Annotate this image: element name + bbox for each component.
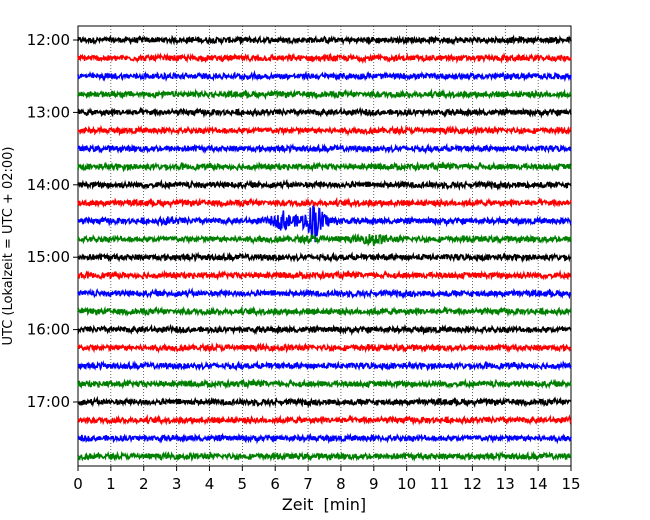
trace-1430 — [77, 205, 572, 243]
trace-1400 — [77, 178, 572, 192]
trace-1330 — [77, 142, 572, 155]
trace-group — [77, 34, 572, 463]
x-tick-label: 4 — [205, 475, 215, 493]
x-tick-label: 7 — [303, 475, 313, 493]
trace-1545 — [77, 305, 572, 318]
x-tick-label: 6 — [270, 475, 280, 493]
y-axis-title: UTC (Lokalzeit = UTC + 02:00) — [1, 147, 16, 346]
x-tick-label: 10 — [397, 475, 416, 493]
trace-1615 — [77, 342, 572, 354]
trace-1715 — [77, 413, 572, 426]
x-tick-label: 8 — [336, 475, 346, 493]
x-tick-label: 0 — [73, 475, 83, 493]
trace-1215 — [77, 52, 572, 65]
y-tick-label: 14:00 — [27, 176, 70, 194]
x-tick-label: 11 — [430, 475, 449, 493]
x-tick-label: 13 — [496, 475, 515, 493]
trace-1315 — [77, 124, 572, 137]
x-axis: 0 1 2 3 4 5 6 7 8 9 10 11 12 13 14 15 — [73, 466, 581, 493]
y-tick-label: 16:00 — [27, 321, 70, 339]
x-tick-label: 9 — [369, 475, 379, 493]
trace-1700 — [77, 395, 572, 409]
x-tick-label: 15 — [561, 475, 580, 493]
y-tick-label: 12:00 — [27, 31, 70, 49]
x-axis-title: Zeit [min] — [282, 495, 366, 514]
trace-1345 — [77, 160, 572, 173]
y-tick-label: 17:00 — [27, 393, 70, 411]
trace-1230 — [77, 69, 572, 83]
trace-1600 — [77, 323, 572, 336]
x-tick-label: 1 — [106, 475, 116, 493]
trace-1730 — [77, 432, 572, 445]
x-tick-label: 2 — [139, 475, 149, 493]
trace-1445 — [77, 232, 572, 247]
x-tick-label: 3 — [172, 475, 182, 493]
y-tick-label: 13:00 — [27, 103, 70, 121]
trace-1300 — [77, 106, 572, 119]
trace-1645 — [77, 377, 572, 390]
trace-1500 — [77, 251, 572, 264]
trace-1245 — [77, 88, 572, 101]
plot-frame — [77, 25, 572, 467]
grid-lines — [110, 26, 539, 466]
x-tick-label: 12 — [463, 475, 482, 493]
x-tick-label: 5 — [238, 475, 248, 493]
trace-1530 — [77, 287, 572, 300]
trace-1200 — [77, 34, 572, 46]
trace-1745 — [77, 450, 572, 463]
trace-1630 — [77, 359, 572, 372]
trace-1515 — [77, 269, 572, 281]
y-tick-label: 15:00 — [27, 248, 70, 266]
y-axis: 12:00 13:00 14:00 15:00 16:00 17:00 — [27, 31, 78, 411]
x-tick-label: 14 — [529, 475, 548, 493]
trace-1415 — [77, 196, 572, 209]
